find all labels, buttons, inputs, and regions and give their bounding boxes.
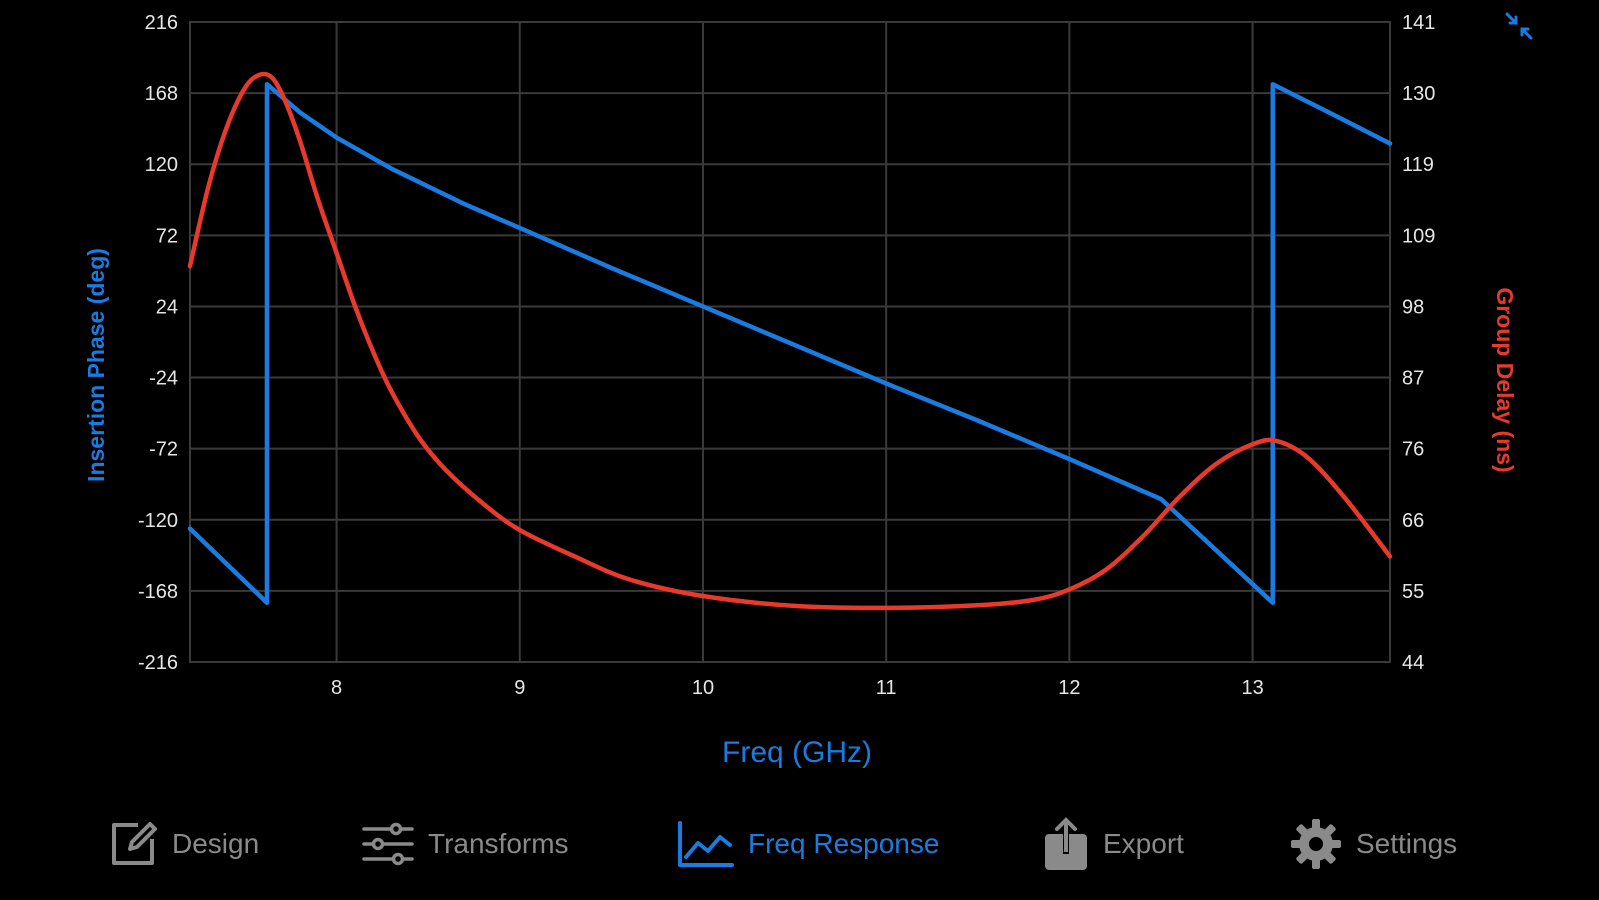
left-tick-label: 168 bbox=[145, 83, 178, 105]
collapse-arrows-icon bbox=[1505, 12, 1533, 40]
line-chart-icon bbox=[678, 821, 734, 867]
right-tick-label: 98 bbox=[1402, 296, 1424, 318]
series-layer bbox=[187, 71, 1393, 611]
right-tick-label: 109 bbox=[1402, 225, 1435, 247]
tab-transforms[interactable]: Transforms bbox=[362, 812, 569, 876]
x-tick-label: 8 bbox=[331, 677, 342, 699]
frequency-response-chart: 216 168 120 72 24 -24 -72 -120 -168 -216 141 130 11… bbox=[83, 12, 1518, 769]
x-tick-label: 12 bbox=[1058, 677, 1080, 699]
phase-series-line bbox=[187, 81, 1393, 605]
tab-freq-response[interactable]: Freq Response bbox=[676, 812, 939, 876]
tab-transforms-label: Transforms bbox=[428, 828, 569, 859]
right-tick-label: 141 bbox=[1402, 12, 1435, 34]
left-tick-label: 216 bbox=[145, 12, 178, 34]
x-axis-title: Freq (GHz) bbox=[722, 736, 872, 769]
left-tick-label: -216 bbox=[138, 652, 178, 674]
bottom-tab-bar: Design Transforms Freq Response bbox=[0, 790, 1599, 900]
tab-design-label: Design bbox=[172, 828, 260, 859]
left-tick-label: 72 bbox=[156, 225, 178, 247]
delay-series-line bbox=[187, 71, 1393, 611]
left-axis-ticks: 216 168 120 72 24 -24 -72 -120 -168 -216 bbox=[138, 12, 178, 674]
right-tick-label: 66 bbox=[1402, 510, 1424, 532]
tab-design[interactable]: Design bbox=[108, 812, 259, 876]
left-tick-label: -120 bbox=[138, 510, 178, 532]
left-tick-label: 24 bbox=[156, 296, 178, 318]
tab-settings-label: Settings bbox=[1356, 828, 1458, 859]
collapse-chart-button[interactable] bbox=[1499, 6, 1539, 46]
tab-settings[interactable]: Settings bbox=[1290, 812, 1457, 876]
left-tick-label: 120 bbox=[145, 154, 178, 176]
right-tick-label: 130 bbox=[1402, 83, 1435, 105]
left-axis-title: Insertion Phase (deg) bbox=[83, 248, 109, 482]
right-tick-label: 76 bbox=[1402, 439, 1424, 461]
gear-icon bbox=[1291, 819, 1341, 869]
x-tick-label: 13 bbox=[1241, 677, 1263, 699]
right-axis-ticks: 141 130 119 109 98 87 76 66 55 44 bbox=[1402, 12, 1435, 674]
tab-export-label: Export bbox=[1103, 828, 1184, 859]
right-tick-label: 55 bbox=[1402, 581, 1424, 603]
share-upload-icon bbox=[1045, 817, 1087, 870]
x-axis-ticks: 8 9 10 11 12 13 bbox=[331, 677, 1264, 699]
tab-export[interactable]: Export bbox=[1043, 812, 1184, 876]
edit-square-icon bbox=[112, 822, 157, 865]
x-tick-label: 10 bbox=[692, 677, 714, 699]
chart-grid bbox=[189, 21, 1391, 663]
right-tick-label: 119 bbox=[1402, 154, 1434, 176]
left-tick-label: -72 bbox=[149, 439, 178, 461]
right-tick-label: 87 bbox=[1402, 368, 1424, 390]
sliders-icon bbox=[362, 822, 414, 866]
x-tick-label: 11 bbox=[876, 677, 897, 699]
x-tick-label: 9 bbox=[514, 677, 525, 699]
tab-freq-response-label: Freq Response bbox=[748, 828, 940, 859]
left-tick-label: -168 bbox=[138, 581, 178, 603]
left-tick-label: -24 bbox=[149, 368, 178, 390]
right-tick-label: 44 bbox=[1402, 652, 1424, 674]
right-axis-title: Group Delay (ns) bbox=[1492, 287, 1518, 472]
